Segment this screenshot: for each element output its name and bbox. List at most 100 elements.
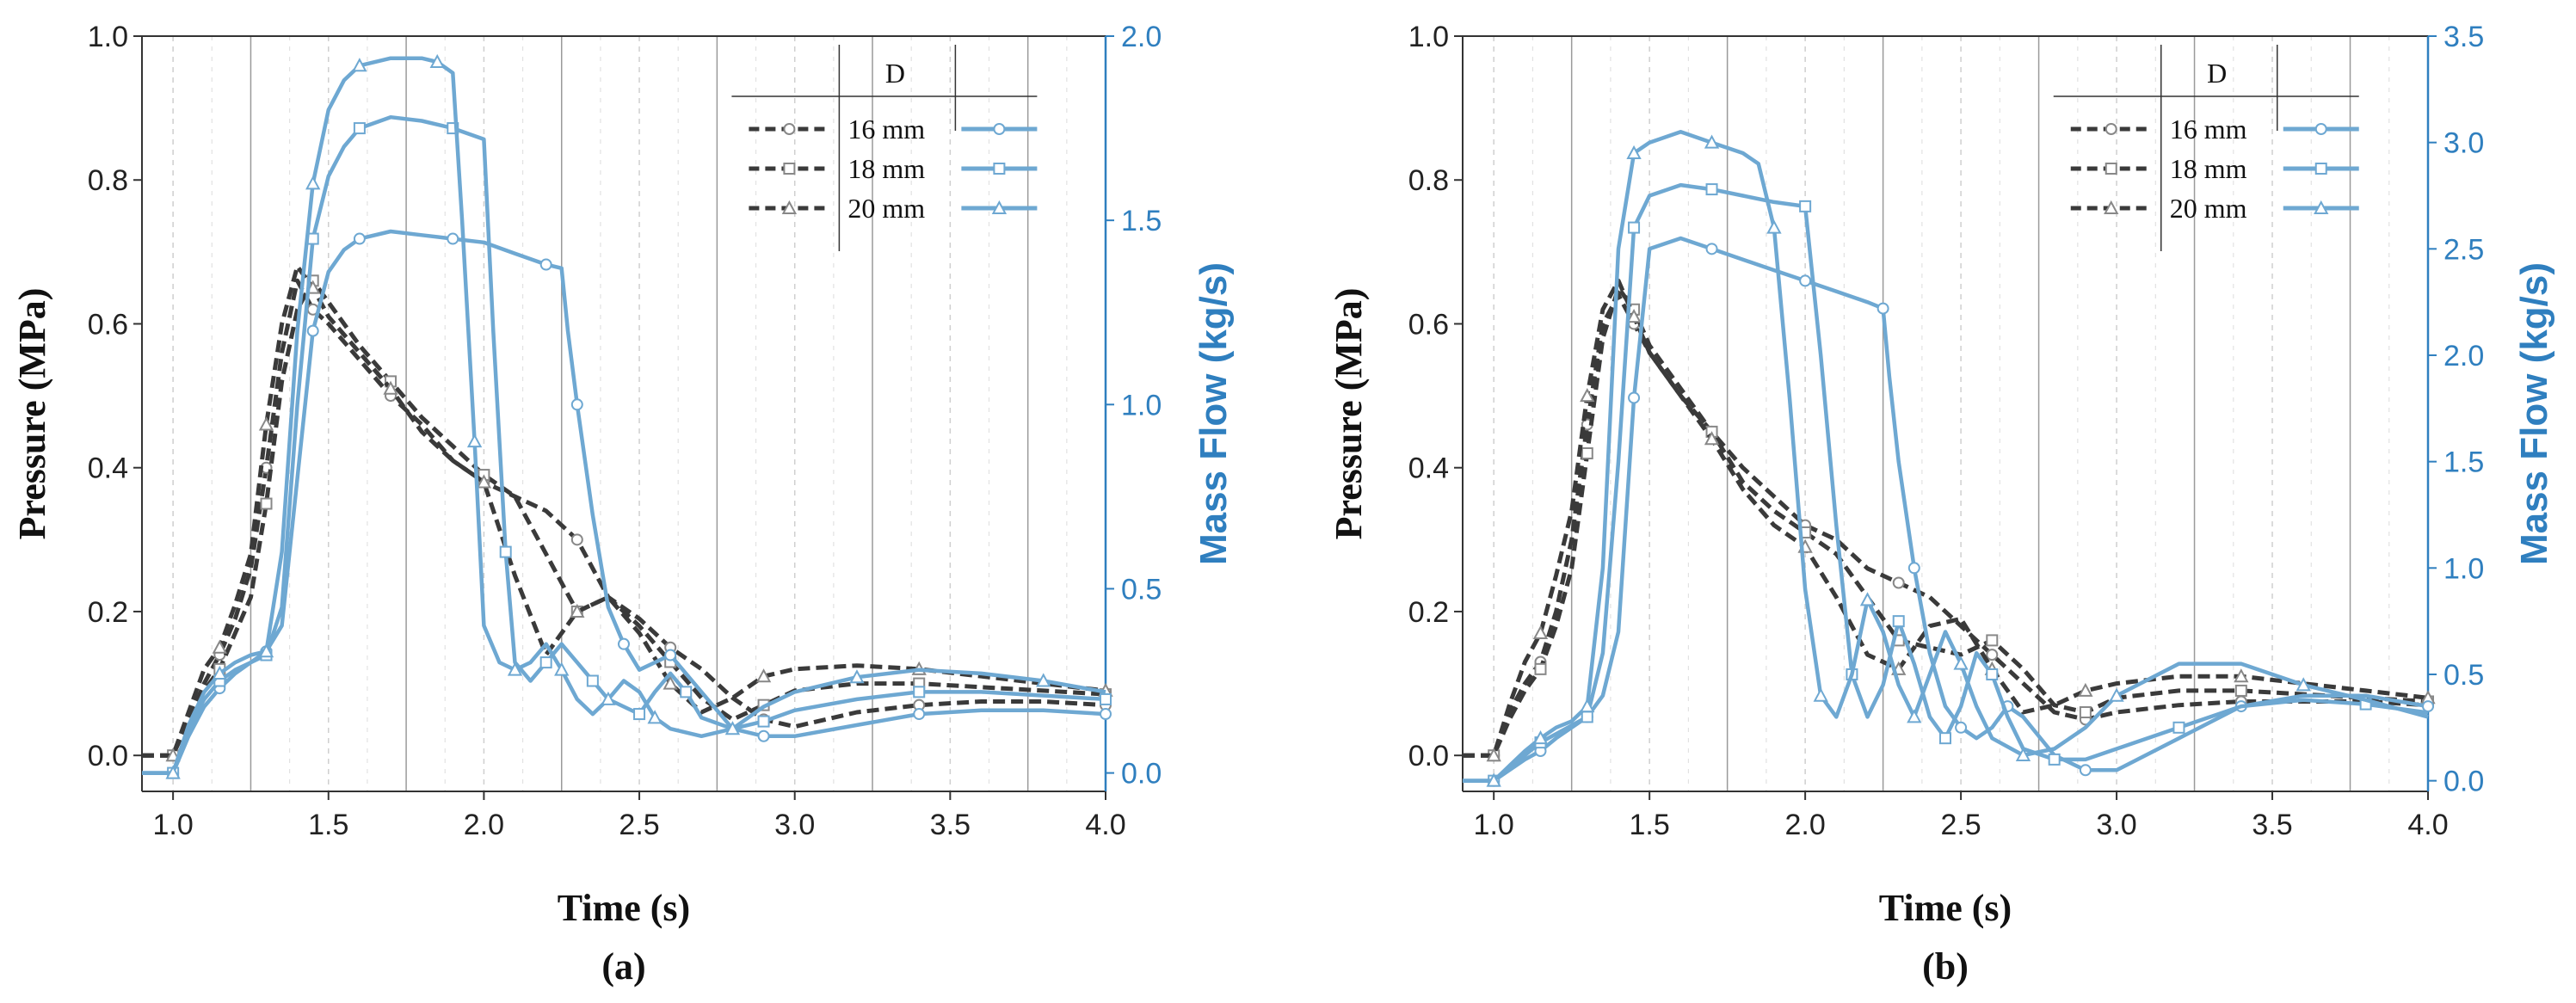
data-point-marker: [212, 665, 227, 680]
data-point-marker: [165, 765, 181, 779]
data-point-marker: [352, 58, 367, 72]
series-line-pressure-1: [142, 278, 1106, 758]
series-line-pressure-2: [142, 264, 1106, 758]
data-point-marker: [1534, 662, 1547, 675]
y-left-tick-label: 0.6: [88, 308, 128, 341]
data-point-marker: [1907, 562, 1920, 575]
data-point-marker: [539, 258, 552, 271]
series-line-pressure-1: [1463, 286, 2429, 758]
x-tick-label: 2.0: [1784, 809, 1825, 841]
x-axis-label: Time (s): [1879, 887, 2012, 929]
data-point-marker: [1626, 145, 1642, 160]
data-point-marker: [258, 643, 274, 658]
data-point-marker: [633, 708, 646, 721]
data-point-marker: [1100, 708, 1112, 721]
chart-panel-a: 1.0 1.5 2.0 2.5 3.0 3.5 4.0 0.0 0.2 0.4 0.6 0.8 1.0 0…: [11, 21, 1235, 988]
legend-marker-mass-flow: [2314, 123, 2327, 135]
y-left-tick-label: 0.4: [88, 452, 128, 485]
data-point-marker: [1907, 709, 1922, 723]
y-right-tick-label: 1.5: [2444, 446, 2484, 479]
data-point-marker: [1486, 772, 1501, 787]
data-point-marker: [1628, 221, 1641, 234]
y-axis-right-label: Mass Flow (kg/s): [2513, 262, 2555, 565]
legend-entry-label: 18 mm: [847, 153, 925, 184]
data-point-marker: [1859, 592, 1876, 606]
data-point-marker: [664, 649, 677, 661]
y-axis-left-label: Pressure (MPa): [11, 288, 53, 540]
data-point-marker: [757, 715, 770, 728]
x-tick-label: 1.5: [1630, 809, 1670, 841]
legend-marker-mass-flow: [991, 200, 1008, 214]
data-point-marker: [306, 324, 319, 337]
legend-marker-mass-flow: [2314, 163, 2327, 175]
data-point-marker: [2078, 682, 2093, 697]
data-point-marker: [1626, 309, 1642, 323]
legend-marker-mass-flow: [993, 163, 1006, 175]
data-point-marker: [383, 380, 398, 395]
legend-header: D: [885, 58, 905, 89]
chart-panel-b: 1.0 1.5 2.0 2.5 3.0 3.5 4.0 0.0 0.2 0.4 0.6 0.8 1.0 0…: [1328, 21, 2555, 988]
data-point-marker: [1892, 576, 1905, 589]
y-left-tick-label: 0.8: [1408, 164, 1449, 197]
data-point-marker: [601, 691, 616, 705]
data-point-marker: [1580, 698, 1595, 713]
y-right-tick-label: 2.0: [1121, 21, 1162, 53]
x-tick-label: 2.5: [1940, 809, 1981, 841]
data-point-marker: [2079, 706, 2092, 719]
legend-marker-pressure: [2104, 200, 2119, 214]
data-point-marker: [539, 656, 552, 669]
data-point-marker: [1532, 625, 1549, 640]
data-point-marker: [2422, 700, 2434, 713]
y-right-tick-label: 3.5: [2444, 21, 2484, 53]
data-point-marker: [570, 533, 583, 546]
legend-marker-pressure: [2105, 163, 2117, 175]
series-line-pressure-0: [1463, 292, 2429, 758]
series-line-pressure-2: [1463, 278, 2429, 758]
data-point-marker: [2015, 747, 2031, 761]
series-line-pressure-0: [142, 278, 1106, 758]
data-point-marker: [1100, 692, 1112, 705]
data-point-marker: [1986, 668, 1999, 680]
data-point-marker: [499, 545, 512, 558]
y-right-tick-label: 0.0: [1121, 758, 1162, 791]
data-point-marker: [570, 398, 583, 411]
data-point-marker: [618, 637, 630, 650]
y-left-tick-label: 1.0: [1408, 21, 1449, 53]
y-left-tick-label: 1.0: [88, 21, 128, 53]
data-point-marker: [1939, 732, 1951, 745]
y-right-tick-label: 1.5: [1121, 205, 1162, 237]
data-point-marker: [1704, 134, 1720, 149]
x-tick-label: 4.0: [2407, 809, 2448, 841]
data-point-marker: [2172, 721, 2185, 734]
y-right-tick-label: 2.0: [2444, 340, 2484, 372]
data-point-marker: [429, 53, 445, 68]
y-left-tick-label: 0.0: [1408, 740, 1449, 772]
data-point-marker: [1799, 200, 1812, 212]
y-left-tick-label: 0.2: [88, 596, 128, 629]
data-point-marker: [570, 603, 585, 618]
data-point-marker: [913, 708, 926, 721]
y-axis-left-label: Pressure (MPa): [1328, 288, 1370, 540]
data-point-marker: [1813, 687, 1828, 702]
data-point-marker: [1986, 649, 1999, 661]
data-point-marker: [212, 639, 227, 654]
legend-marker-mass-flow: [2314, 200, 2329, 214]
data-point-marker: [447, 232, 459, 245]
x-tick-label: 2.0: [464, 809, 504, 841]
data-point-marker: [757, 729, 770, 742]
data-point-marker: [2234, 684, 2247, 697]
x-tick-label: 3.5: [930, 809, 971, 841]
series-line-mass-flow-5: [1463, 130, 2429, 783]
y-right-tick-label: 0.5: [1121, 573, 1162, 606]
data-point-marker: [1892, 615, 1905, 628]
legend-entry-label: 18 mm: [2170, 153, 2247, 184]
x-tick-label: 2.5: [619, 809, 659, 841]
data-point-marker: [353, 122, 366, 135]
data-point-marker: [1955, 721, 1968, 734]
data-point-marker: [662, 675, 678, 690]
data-point-marker: [1581, 446, 1593, 459]
data-point-marker: [586, 674, 599, 687]
legend-marker-pressure: [781, 200, 798, 214]
data-point-marker: [1877, 302, 1889, 315]
